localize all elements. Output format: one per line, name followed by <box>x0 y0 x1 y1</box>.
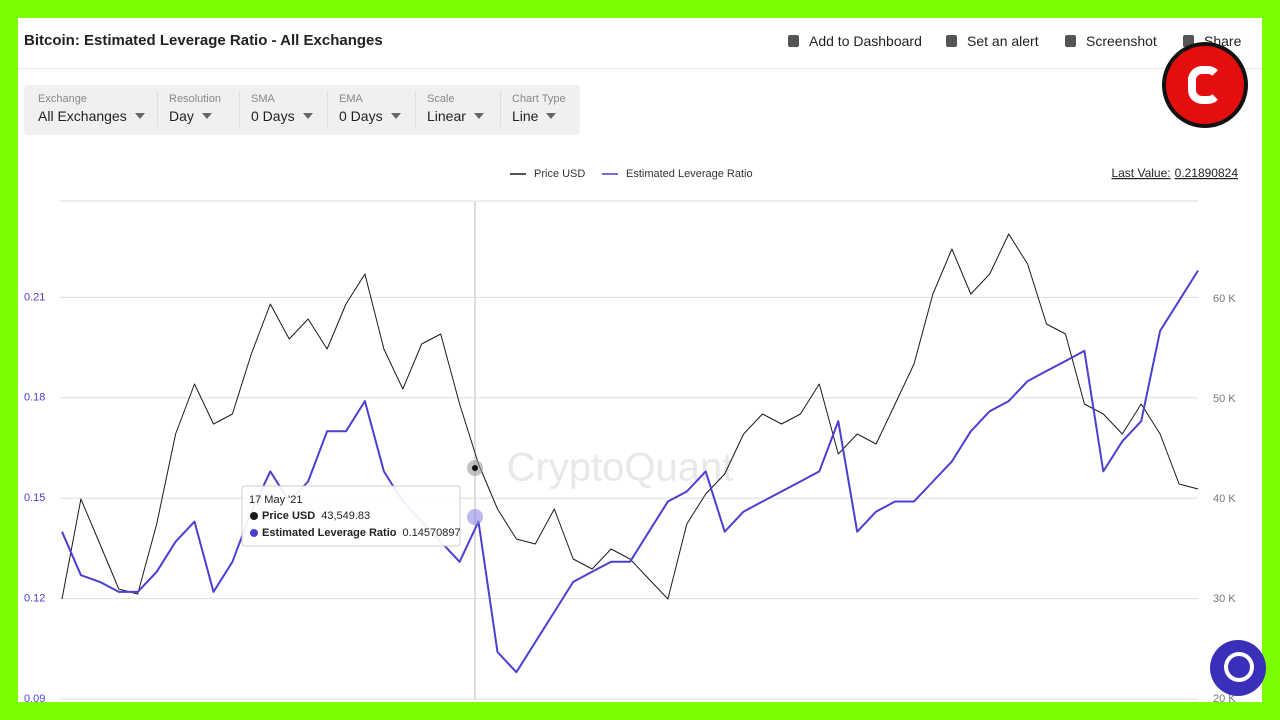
y-tick-label: 0.09 <box>24 693 45 705</box>
dropdown-value: 0 Days <box>251 108 313 124</box>
page-title: Bitcoin: Estimated Leverage Ratio - All … <box>24 32 383 49</box>
dropdown-label: Resolution <box>169 93 221 105</box>
dropdown-value: Linear <box>427 108 484 124</box>
dropdown[interactable]: EMA 0 Days <box>339 91 416 127</box>
tooltip-dot <box>250 529 258 537</box>
y2-tick-label: 40 K <box>1213 493 1236 505</box>
tooltip-row: Estimated Leverage Ratio 0.14570897 <box>262 527 461 539</box>
screenshot-button[interactable]: Screenshot <box>1065 33 1157 49</box>
dropdown-label: Exchange <box>38 93 87 105</box>
dropdown-value: Day <box>169 108 221 124</box>
dropdown-label: SMA <box>251 93 275 105</box>
y2-tick-label: 60 K <box>1213 293 1236 305</box>
hover-dot <box>472 465 478 471</box>
dropdown-value: All Exchanges <box>38 108 145 124</box>
alert-button[interactable]: Set an alert <box>946 33 1039 49</box>
tooltip-value: 43,549.83 <box>321 510 370 522</box>
search-button[interactable] <box>1210 640 1266 696</box>
legend-label: Estimated Leverage Ratio <box>626 168 753 180</box>
hover-dot <box>467 509 483 525</box>
series-line <box>61 233 1199 600</box>
toolbar: Exchange All Exchanges Resolution Day SMA 0 D… <box>24 85 580 135</box>
last-value: Last Value: 0.21890824 <box>1111 166 1238 180</box>
last-value-label: Last Value: <box>1111 166 1170 180</box>
y2-tick-label: 20 K <box>1213 693 1236 705</box>
tooltip-key: Estimated Leverage Ratio <box>262 527 397 539</box>
dropdown-label: EMA <box>339 93 363 105</box>
y2-tick-label: 30 K <box>1213 593 1236 605</box>
y-tick-label: 0.15 <box>24 492 45 504</box>
tooltip-date: 17 May '21 <box>249 494 302 506</box>
dropdown[interactable]: Chart Type Line <box>512 93 566 124</box>
dropdown[interactable]: Resolution Day <box>169 91 240 127</box>
panel: Bitcoin: Estimated Leverage Ratio - All … <box>18 18 1262 702</box>
separator <box>239 91 240 127</box>
dropdown-label: Scale <box>427 93 455 105</box>
y-tick-label: 0.21 <box>24 291 45 303</box>
y-tick-label: 0.18 <box>24 392 45 404</box>
last-value-number: 0.21890824 <box>1175 166 1239 180</box>
tooltip-dot <box>250 512 258 520</box>
tooltip: 17 May '21 Price USD 43,549.83 Estimated Le… <box>241 485 461 547</box>
add-dashboard-button[interactable]: Add to Dashboard <box>788 33 922 49</box>
dropdown[interactable]: Scale Linear <box>427 91 501 127</box>
dropdown-value: Line <box>512 108 566 124</box>
y-tick-label: 0.12 <box>24 593 45 605</box>
dropdown-value: 0 Days <box>339 108 401 124</box>
dropdown-label: Chart Type <box>512 93 566 105</box>
dropdown[interactable]: Exchange All Exchanges <box>38 91 158 127</box>
dropdown[interactable]: SMA 0 Days <box>251 91 328 127</box>
legend-label: Price USD <box>534 168 585 180</box>
tooltip-box <box>241 485 461 547</box>
tooltip-key: Price USD <box>262 510 315 522</box>
separator <box>157 91 158 127</box>
separator <box>415 91 416 127</box>
y2-tick-label: 50 K <box>1213 393 1236 405</box>
tooltip-value: 0.14570897 <box>403 527 461 539</box>
logo <box>1162 42 1248 128</box>
separator <box>500 91 501 127</box>
watermark: CryptoQuant <box>507 446 734 490</box>
separator <box>327 91 328 127</box>
tooltip-row: Price USD 43,549.83 <box>262 510 370 522</box>
